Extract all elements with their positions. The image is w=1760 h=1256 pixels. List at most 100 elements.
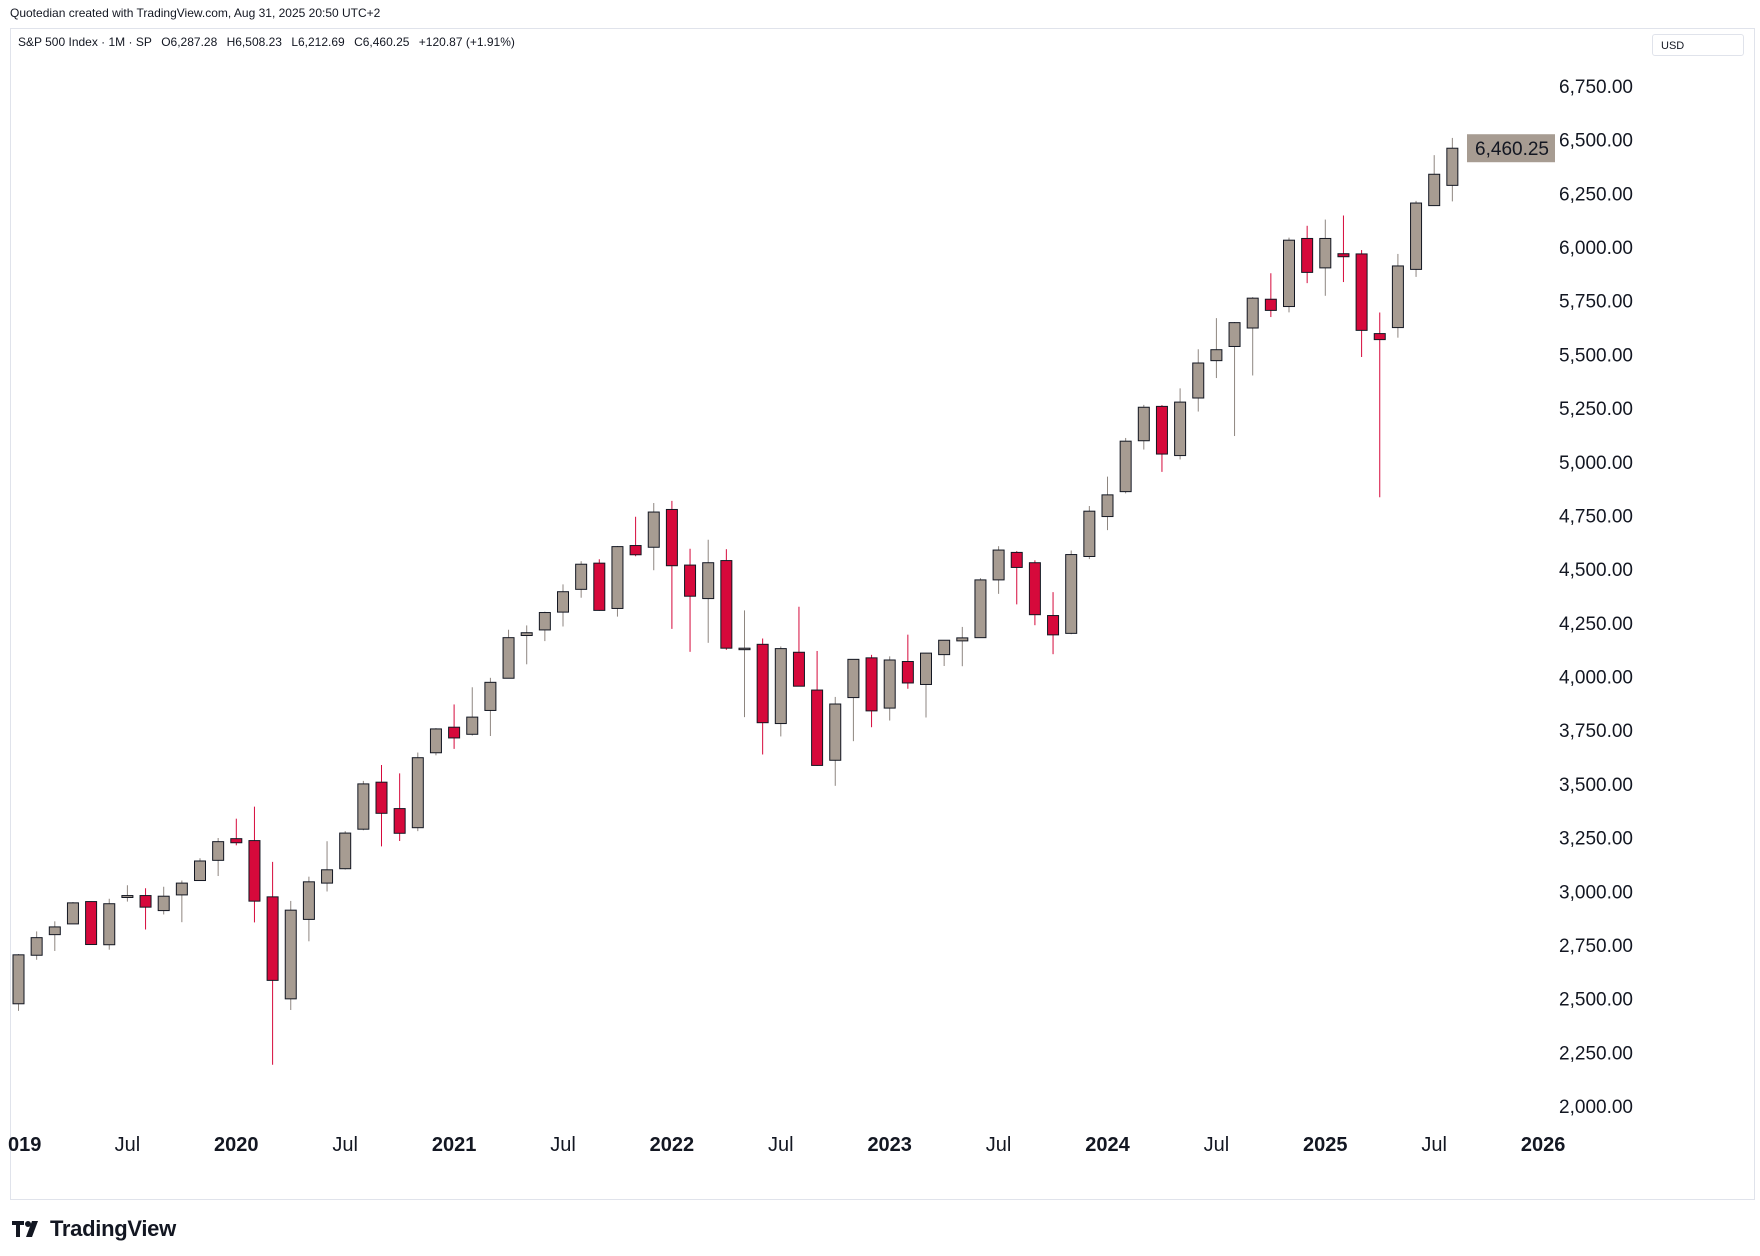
candle-body[interactable]: [248, 840, 261, 902]
candle-body[interactable]: [194, 860, 206, 882]
candle-body[interactable]: [901, 660, 914, 684]
candle-body[interactable]: [865, 657, 878, 712]
y-axis-tick-label: 5,250.00: [1559, 399, 1633, 420]
candle-body[interactable]: [1101, 494, 1114, 518]
candle-body[interactable]: [557, 591, 569, 613]
candle-body[interactable]: [1410, 202, 1423, 270]
candle-body[interactable]: [175, 882, 188, 896]
candle-body[interactable]: [956, 637, 969, 642]
candle-body[interactable]: [720, 560, 733, 649]
y-axis-tick-label: 6,250.00: [1559, 184, 1633, 205]
candle-body[interactable]: [321, 869, 334, 884]
candle-body[interactable]: [792, 651, 805, 687]
candle-body[interactable]: [466, 716, 479, 735]
candle-body[interactable]: [1174, 401, 1187, 457]
candle-body[interactable]: [774, 648, 787, 725]
candle-body[interactable]: [829, 703, 842, 761]
chart-frame: [10, 28, 1755, 1200]
candle-body[interactable]: [1137, 406, 1150, 442]
candle-body[interactable]: [1264, 298, 1277, 311]
candle-body[interactable]: [1337, 253, 1350, 258]
candle-body[interactable]: [429, 728, 442, 754]
candle-body[interactable]: [103, 903, 116, 946]
x-axis-tick-label: Jul: [1421, 1134, 1447, 1156]
candle-body[interactable]: [1355, 253, 1368, 331]
candle-body[interactable]: [538, 612, 551, 631]
candle-body[interactable]: [1319, 237, 1332, 269]
x-axis-tick-label: 019: [8, 1134, 41, 1156]
candle-body[interactable]: [411, 757, 424, 829]
y-axis-tick-label: 4,500.00: [1559, 560, 1633, 581]
y-axis-tick-label: 3,750.00: [1559, 721, 1633, 742]
candle-body[interactable]: [684, 564, 697, 597]
candle-body[interactable]: [502, 637, 515, 679]
legend-symbol[interactable]: S&P 500 Index · 1M · SP: [18, 35, 152, 49]
candle-body[interactable]: [66, 902, 79, 925]
candle-body[interactable]: [1010, 551, 1023, 568]
candle-body[interactable]: [593, 562, 606, 611]
candle-body[interactable]: [302, 881, 315, 920]
candle-body[interactable]: [920, 652, 932, 685]
candle-body[interactable]: [230, 838, 243, 844]
candle-body[interactable]: [448, 726, 461, 739]
candle-body[interactable]: [1246, 297, 1259, 329]
candle-body[interactable]: [811, 689, 824, 766]
candle-body[interactable]: [1446, 147, 1459, 186]
candle-body[interactable]: [1155, 405, 1168, 455]
last-price-tag: [1467, 134, 1555, 163]
chart-caption: Quotedian created with TradingView.com, …: [10, 6, 381, 20]
currency-selector[interactable]: USD: [1652, 34, 1744, 56]
candle-body[interactable]: [575, 563, 588, 590]
candle-body[interactable]: [1391, 265, 1404, 329]
candle-body[interactable]: [484, 681, 497, 711]
candle-body[interactable]: [1301, 237, 1314, 273]
candle-body[interactable]: [647, 511, 660, 548]
candle-body[interactable]: [48, 926, 61, 936]
candle-body[interactable]: [665, 508, 678, 567]
candle-body[interactable]: [393, 808, 406, 834]
y-axis-tick-label: 5,500.00: [1559, 345, 1633, 366]
tradingview-logo[interactable]: TradingView: [12, 1216, 176, 1242]
candle-body[interactable]: [139, 895, 152, 908]
candle-body[interactable]: [1065, 554, 1078, 634]
x-axis-tick-label: Jul: [115, 1134, 141, 1156]
candle-body[interactable]: [1119, 440, 1132, 493]
candle-body[interactable]: [212, 841, 225, 861]
candle-body[interactable]: [157, 895, 170, 912]
candle-body[interactable]: [756, 643, 769, 724]
candle-body[interactable]: [357, 783, 370, 830]
candle-body[interactable]: [1428, 173, 1441, 207]
candle-body[interactable]: [1028, 562, 1041, 616]
candle-body[interactable]: [611, 546, 624, 609]
candle-body[interactable]: [520, 632, 533, 637]
candle-body[interactable]: [284, 909, 297, 1000]
candle-body[interactable]: [12, 954, 25, 1005]
candle-body[interactable]: [702, 562, 715, 600]
candle-body[interactable]: [1210, 349, 1223, 362]
candle-body[interactable]: [30, 937, 43, 956]
tradingview-logo-icon: [12, 1221, 38, 1237]
candle-body[interactable]: [1373, 333, 1386, 341]
candle-body[interactable]: [121, 895, 134, 898]
candle-body[interactable]: [375, 781, 388, 814]
candle-body[interactable]: [1083, 510, 1096, 557]
candle-body[interactable]: [1283, 239, 1295, 308]
candle-body[interactable]: [883, 659, 896, 709]
candle-body[interactable]: [974, 579, 987, 639]
candle-body[interactable]: [847, 658, 860, 699]
y-axis-tick-label: 3,250.00: [1559, 829, 1633, 850]
candle-body[interactable]: [266, 896, 279, 981]
candle-body[interactable]: [85, 901, 98, 946]
candle-body[interactable]: [992, 549, 1005, 581]
candle-body[interactable]: [938, 639, 951, 656]
candle-body[interactable]: [1047, 615, 1060, 636]
y-axis-tick-label: 3,500.00: [1559, 775, 1633, 796]
y-axis-tick-label: 4,000.00: [1559, 668, 1633, 689]
candle-body[interactable]: [1192, 362, 1205, 399]
y-axis-tick-label: 2,500.00: [1559, 990, 1633, 1011]
candle-body[interactable]: [629, 545, 642, 556]
candle-body[interactable]: [738, 647, 751, 651]
candle-body[interactable]: [1228, 322, 1241, 347]
candle-body[interactable]: [339, 832, 352, 870]
